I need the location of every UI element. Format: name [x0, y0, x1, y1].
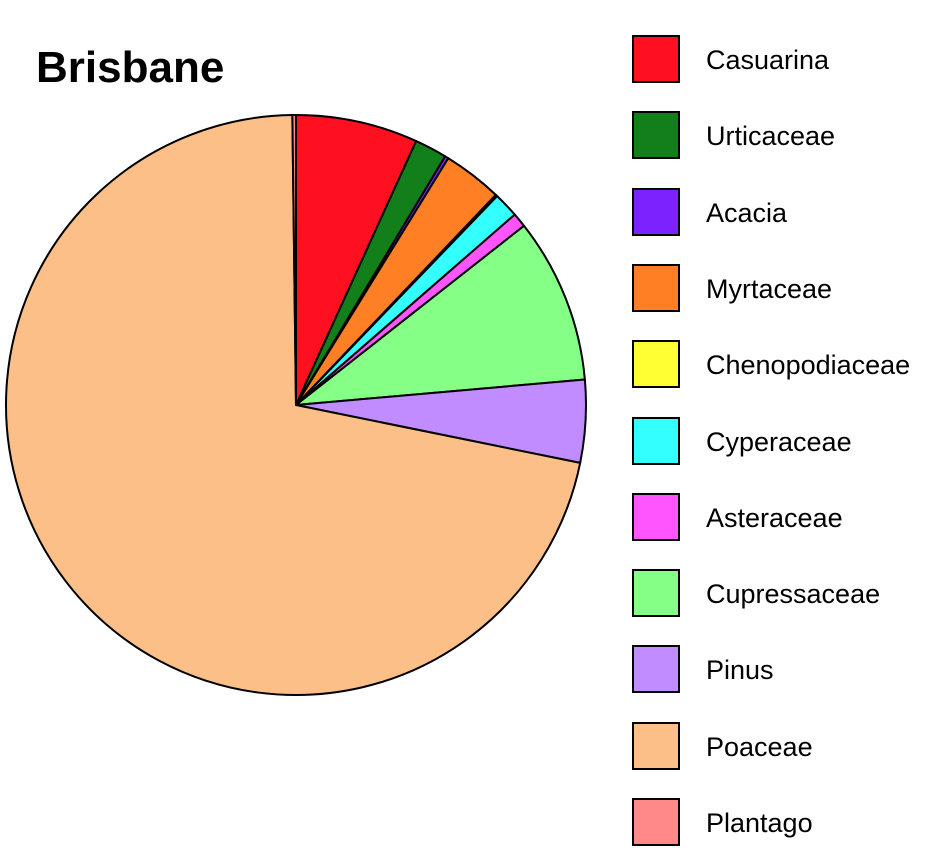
legend-item-myrtaceae: Myrtaceae	[632, 263, 942, 314]
pie-slice-plantago	[291, 114, 297, 406]
legend-item-pinus: Pinus	[632, 645, 942, 695]
legend-item-cupressaceae: Cupressaceae	[632, 569, 942, 619]
pie-slice-poaceae	[5, 114, 582, 696]
legend-label: Acacia	[706, 197, 788, 228]
legend-label: Pinus	[706, 655, 774, 686]
legend-swatch	[632, 416, 680, 465]
legend-label: Asteraceae	[706, 502, 843, 533]
legend-item-cyperaceae: Cyperaceae	[632, 416, 942, 467]
legend-item-chenopodiaceae: Chenopodiaceae	[632, 340, 942, 390]
legend-swatch	[632, 35, 680, 83]
legend-label: Urticaceae	[706, 121, 836, 152]
pie-slice-cupressaceae	[295, 224, 586, 406]
pie-slice-casuarina	[295, 114, 418, 406]
legend-swatch	[632, 263, 680, 312]
legend-swatch	[632, 645, 680, 694]
legend-label: Cyperaceae	[706, 426, 852, 457]
legend-swatch	[632, 340, 680, 389]
legend-swatch	[632, 798, 680, 846]
legend-label: Myrtaceae	[706, 273, 833, 304]
legend-item-asteraceae: Asteraceae	[632, 492, 942, 543]
legend-swatch	[632, 111, 680, 160]
legend-swatch	[632, 569, 680, 618]
legend-swatch	[632, 492, 680, 541]
legend-swatch	[632, 187, 680, 236]
legend-item-acacia: Acacia	[632, 187, 942, 238]
legend-label: Casuarina	[706, 45, 830, 75]
legend-label: Plantago	[706, 808, 813, 838]
legend-item-plantago: Plantago	[632, 798, 942, 848]
legend-item-urticaceae: Urticaceae	[632, 111, 942, 161]
chart-title: Brisbane	[36, 43, 225, 92]
legend-label: Poaceae	[706, 731, 813, 762]
legend-label: Chenopodiaceae	[706, 350, 911, 381]
legend-label: Cupressaceae	[706, 579, 881, 610]
legend-item-casuarina: Casuarina	[632, 35, 942, 85]
legend-item-poaceae: Poaceae	[632, 721, 942, 772]
legend-swatch	[632, 721, 680, 770]
